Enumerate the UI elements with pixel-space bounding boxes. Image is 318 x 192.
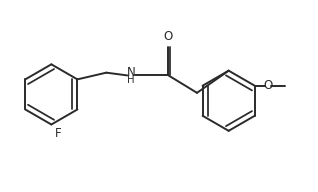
Text: O: O: [164, 30, 173, 43]
Text: H: H: [128, 75, 135, 85]
Text: F: F: [55, 127, 62, 140]
Text: O: O: [263, 79, 273, 92]
Text: N: N: [127, 66, 135, 79]
